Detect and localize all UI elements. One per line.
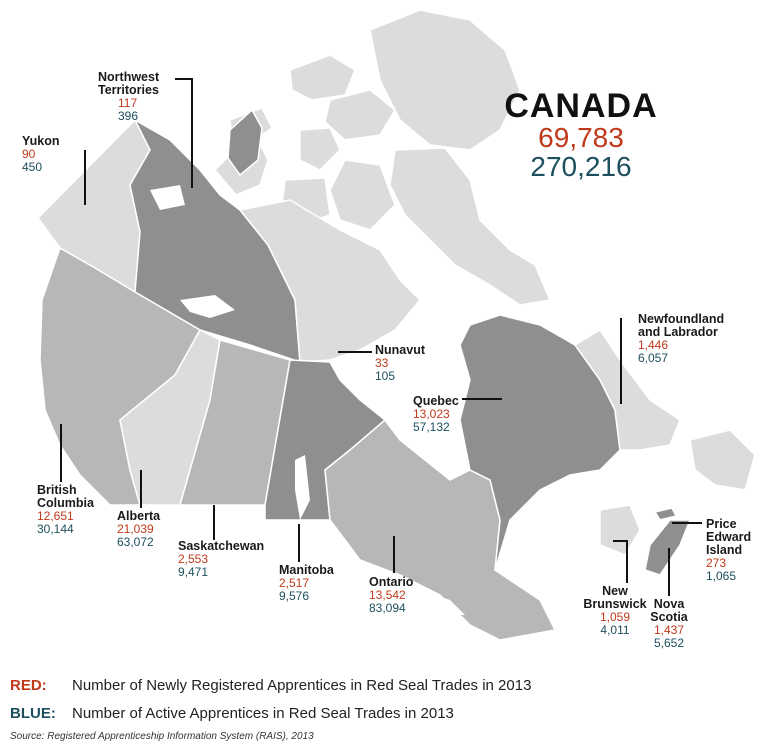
leader-ontario bbox=[393, 536, 395, 573]
label-yukon: Yukon 90 450 bbox=[22, 134, 60, 174]
region-pei bbox=[653, 507, 678, 521]
label-alberta: Alberta 21,039 63,072 bbox=[117, 509, 161, 549]
source-note: Source: Registered Apprenticeship Inform… bbox=[10, 731, 314, 742]
leader-nl bbox=[620, 318, 622, 404]
leader-pei bbox=[672, 522, 702, 524]
label-ontario: Ontario 13,542 83,094 bbox=[369, 575, 414, 615]
leader-bc bbox=[60, 424, 62, 482]
legend-red-key: RED: bbox=[10, 677, 47, 694]
label-bc: British Columbia 12,651 30,144 bbox=[37, 483, 94, 536]
label-nl: Newfoundland and Labrador 1,446 6,057 bbox=[638, 312, 725, 365]
leader-yukon bbox=[84, 150, 86, 205]
label-pei: Price Edward Island 273 1,065 bbox=[706, 517, 752, 583]
legend-red-text: Number of Newly Registered Apprentices i… bbox=[72, 677, 532, 694]
leader-nunavut bbox=[338, 351, 372, 353]
leader-sask bbox=[213, 505, 215, 540]
leader-ns bbox=[668, 548, 670, 596]
label-manitoba: Manitoba 2,517 9,576 bbox=[279, 563, 334, 603]
legend-blue: BLUE: Number of Active Apprentices in Red… bbox=[10, 705, 454, 722]
label-nunavut: Nunavut 33 105 bbox=[375, 343, 425, 383]
national-totals: CANADA 69,783 270,216 bbox=[496, 88, 666, 182]
leader-nwt bbox=[175, 78, 193, 80]
leader-nb bbox=[613, 540, 626, 542]
label-quebec: Quebec 13,023 57,132 bbox=[413, 394, 459, 434]
leader-quebec bbox=[462, 398, 502, 400]
region-quebec bbox=[459, 314, 621, 571]
region-ns bbox=[644, 519, 692, 576]
country-active: 270,216 bbox=[530, 151, 632, 182]
legend-blue-key: BLUE: bbox=[10, 705, 56, 722]
region-nb bbox=[599, 504, 641, 556]
country-name: CANADA bbox=[504, 87, 658, 125]
legend-blue-text: Number of Active Apprentices in Red Seal… bbox=[72, 705, 454, 722]
region-ontario bbox=[324, 418, 557, 641]
region-nl-island bbox=[689, 429, 756, 491]
leader-nb bbox=[626, 540, 628, 583]
leader-nwt bbox=[191, 78, 193, 188]
arctic-islands-dark bbox=[227, 108, 263, 177]
label-nwt: Northwest Territories 117 396 bbox=[98, 70, 160, 123]
region-nunavut bbox=[238, 199, 422, 363]
region-nl bbox=[573, 328, 681, 451]
region-sask bbox=[179, 339, 291, 506]
lakes bbox=[150, 185, 465, 615]
legend-red: RED: Number of Newly Registered Apprentic… bbox=[10, 677, 531, 694]
country-new: 69,783 bbox=[538, 122, 624, 153]
leader-manitoba bbox=[298, 524, 300, 562]
label-ns: Nova Scotia 1,437 5,652 bbox=[650, 597, 688, 650]
leader-alberta bbox=[140, 470, 142, 508]
canada-map bbox=[37, 9, 756, 641]
label-sask: Saskatchewan 2,553 9,471 bbox=[178, 539, 265, 579]
label-nb: New Brunswick 1,059 4,011 bbox=[583, 584, 647, 637]
hudson-bay bbox=[330, 325, 470, 480]
arctic-islands bbox=[213, 9, 552, 306]
